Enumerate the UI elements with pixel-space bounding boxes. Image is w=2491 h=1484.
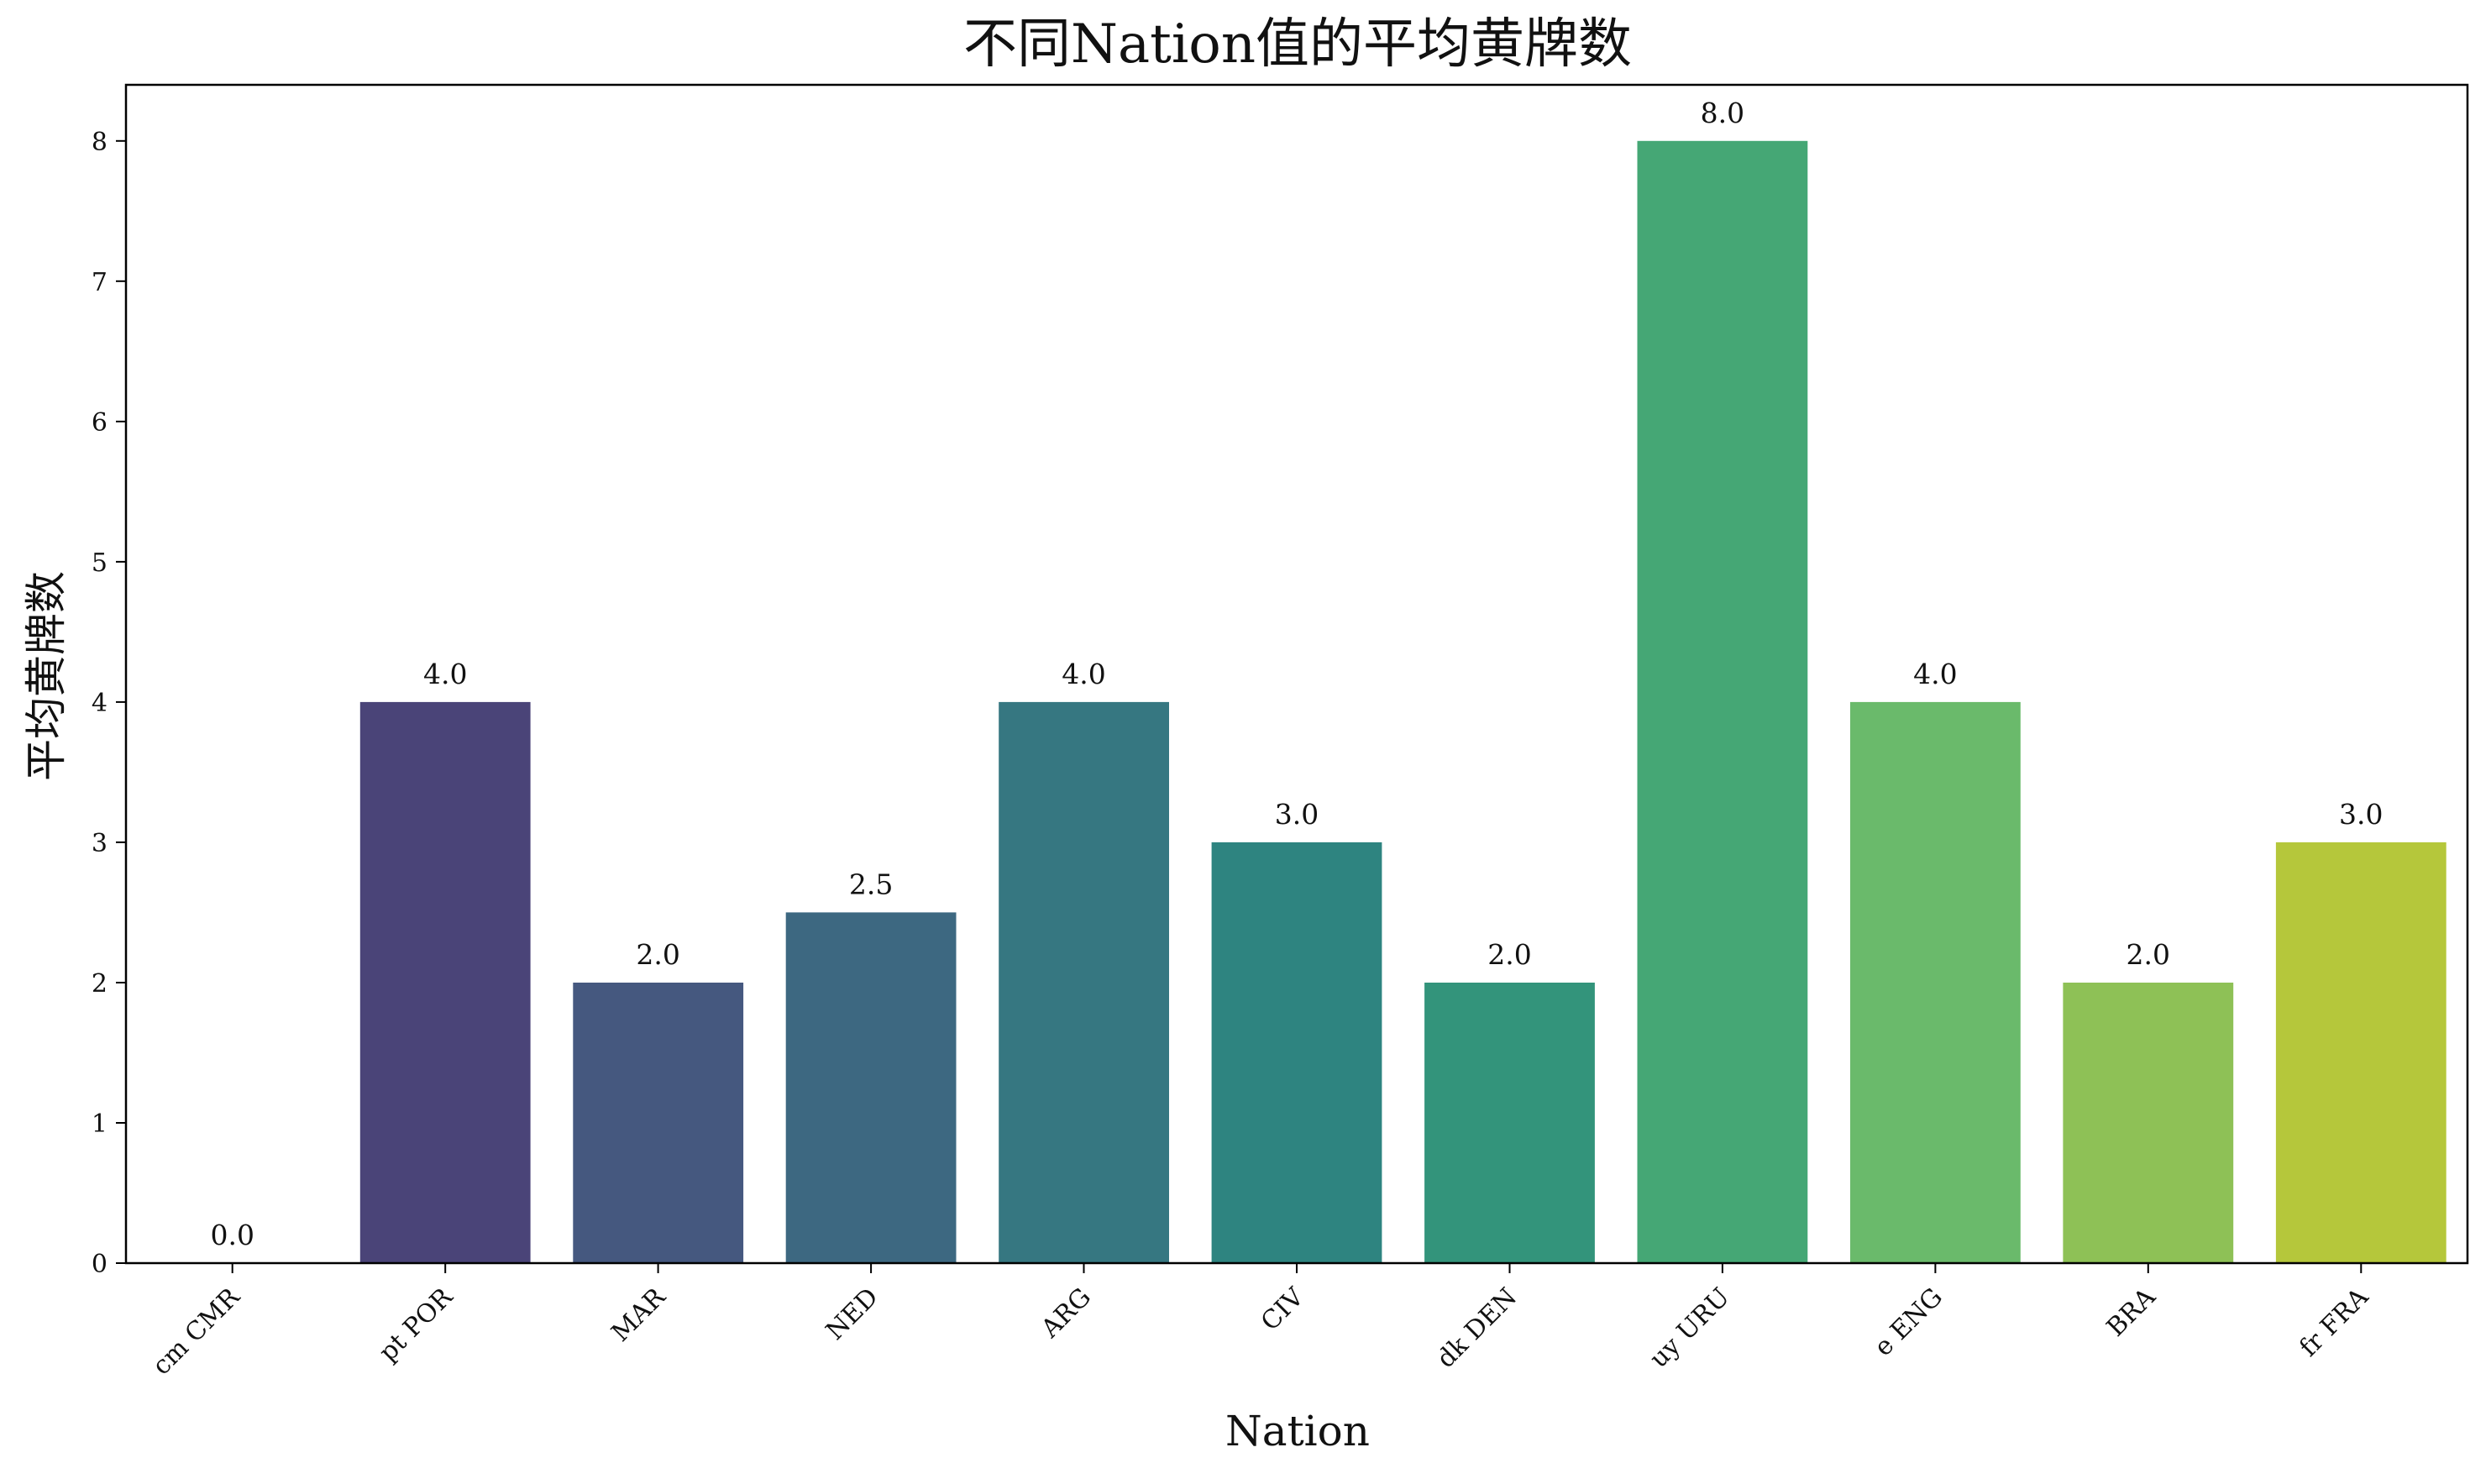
x-tick-label-7: uy URU — [1644, 1282, 1736, 1374]
chart-title: 不同Nation值的平均黄牌数 — [963, 13, 1632, 76]
x-tick-label-8: e ENG — [1869, 1282, 1948, 1362]
x-tick-label-5: CIV — [1256, 1282, 1311, 1337]
data-label-7: 8.0 — [1701, 97, 1744, 129]
x-tick-label-1: pt POR — [374, 1282, 459, 1367]
x-tick-label-3: NED — [821, 1282, 884, 1346]
x-axis-label: Nation — [1225, 1407, 1370, 1455]
y-tick-label-5: 5 — [92, 548, 108, 578]
y-tick-label-2: 2 — [92, 969, 108, 999]
y-tick-label-0: 0 — [92, 1250, 108, 1279]
x-tick-label-9: BRA — [2101, 1282, 2162, 1343]
bar-10 — [2275, 842, 2446, 1263]
data-label-2: 2.0 — [636, 938, 679, 971]
data-label-4: 4.0 — [1062, 658, 1105, 690]
bar-4 — [999, 701, 1169, 1263]
data-label-10: 3.0 — [2339, 798, 2383, 831]
data-label-3: 2.5 — [849, 868, 893, 900]
bar-1 — [359, 701, 531, 1263]
data-label-8: 4.0 — [1913, 658, 1957, 690]
y-tick-label-6: 6 — [92, 408, 108, 438]
y-tick-label-1: 1 — [92, 1109, 108, 1139]
x-tick-label-6: dk DEN — [1431, 1282, 1523, 1374]
x-tick-label-10: fr FRA — [2294, 1282, 2374, 1363]
data-label-9: 2.0 — [2127, 938, 2170, 971]
data-label-6: 2.0 — [1487, 938, 1531, 971]
bar-6 — [1424, 983, 1595, 1263]
x-tick-label-4: ARG — [1035, 1282, 1097, 1345]
plot-frame — [124, 83, 2469, 1265]
x-tick-label-0: cm CMR — [147, 1282, 246, 1381]
x-tick-label-2: MAR — [606, 1282, 672, 1348]
bar-8 — [1850, 701, 2021, 1263]
y-tick-label-7: 7 — [92, 268, 108, 297]
y-tick-label-3: 3 — [92, 829, 108, 858]
data-label-5: 3.0 — [1275, 798, 1319, 831]
data-label-1: 4.0 — [423, 658, 467, 690]
bar-7 — [1637, 140, 1808, 1263]
y-axis-label: 平均黄牌数 — [22, 571, 71, 781]
bar-2 — [573, 983, 744, 1263]
bar-5 — [1211, 842, 1382, 1263]
bar-3 — [785, 912, 957, 1263]
y-tick-label-4: 4 — [92, 689, 108, 718]
data-label-0: 0.0 — [210, 1219, 254, 1251]
y-tick-label-8: 8 — [92, 128, 108, 157]
bar-9 — [2063, 983, 2234, 1263]
plot-area: 0.0 4.0 2.0 2.5 4.0 3.0 2.0 8.0 4.0 2.0 3.0 0 1 2 3 4 5 6… — [92, 83, 2469, 1381]
